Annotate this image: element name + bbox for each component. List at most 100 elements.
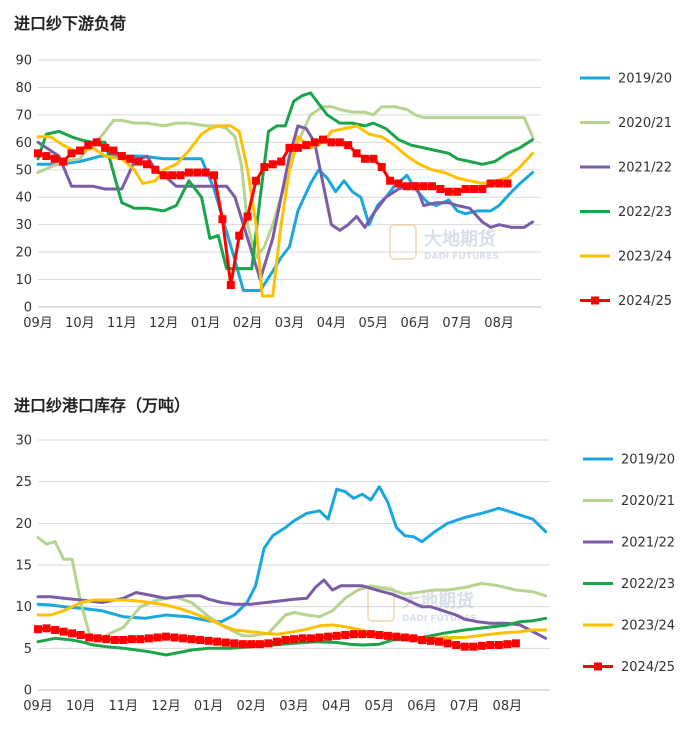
y-tick-label: 15 — [15, 559, 32, 574]
data-point-2024/25 — [319, 135, 328, 144]
x-tick-label: 02月 — [237, 699, 267, 714]
x-tick-label: 01月 — [194, 699, 224, 714]
chart-title-inventory: 进口纱港口库存（万吨） — [14, 396, 191, 415]
x-tick-label: 06月 — [407, 699, 437, 714]
data-point-2024/25 — [51, 626, 60, 634]
svg-text:DADI FUTURES: DADI FUTURES — [402, 614, 477, 624]
y-tick-label: 70 — [15, 108, 32, 123]
data-point-2024/25 — [486, 641, 495, 649]
y-tick-label: 40 — [15, 191, 32, 206]
legend-item: 2021/22 — [583, 536, 675, 551]
data-point-2024/25 — [260, 163, 269, 172]
data-point-2024/25 — [176, 171, 185, 180]
y-tick-label: 30 — [15, 434, 32, 449]
data-point-2024/25 — [75, 146, 84, 155]
data-point-2024/25 — [168, 171, 177, 180]
x-tick-label: 08月 — [493, 699, 523, 714]
data-point-2024/25 — [179, 634, 188, 643]
data-point-2024/25 — [34, 149, 42, 158]
data-point-2024/25 — [85, 633, 94, 642]
data-point-2024/25 — [402, 182, 411, 191]
series-line-2023/24 — [36, 124, 535, 298]
data-point-2024/25 — [315, 633, 324, 642]
data-point-2024/25 — [444, 187, 453, 196]
data-point-2024/25 — [109, 146, 118, 155]
data-point-2024/25 — [238, 640, 247, 649]
data-point-2024/25 — [335, 138, 344, 147]
data-point-2024/25 — [290, 635, 298, 644]
x-tick-label: 02月 — [233, 316, 263, 331]
chart-1: 0 10 20 30 40 50 60 70 80 90 09月 10月 11月 12月 01月 02月 03月… — [15, 54, 672, 332]
data-point-2024/25 — [443, 639, 452, 648]
data-point-2024/25 — [293, 143, 302, 152]
data-point-2024/25 — [42, 152, 51, 161]
data-point-2024/25 — [159, 171, 168, 180]
x-tick-label: 07月 — [442, 316, 472, 331]
data-point-2024/25 — [503, 640, 512, 649]
data-point-2024/25 — [352, 149, 361, 158]
data-point-2024/25 — [332, 631, 341, 640]
legend-label: 2022/23 — [618, 205, 672, 220]
legend-item: 2020/21 — [583, 494, 675, 509]
legend-item: 2023/24 — [583, 619, 675, 634]
legend-item: 2024/25 — [580, 294, 672, 309]
legend-label: 2021/22 — [621, 536, 675, 551]
data-point-2024/25 — [307, 634, 316, 643]
data-point-2024/25 — [84, 141, 93, 150]
data-point-2024/25 — [221, 638, 230, 647]
data-point-2024/25 — [469, 184, 478, 193]
data-point-2024/25 — [277, 157, 286, 166]
x-tick-label: 08月 — [484, 316, 514, 331]
data-point-2024/25 — [469, 642, 478, 651]
data-point-2024/25 — [377, 163, 386, 172]
data-point-2024/25 — [494, 641, 503, 649]
legend-label: 2023/24 — [618, 250, 672, 265]
data-point-2024/25 — [184, 168, 193, 177]
y-tick-label: 50 — [15, 163, 32, 178]
legend: 2019/20 2020/21 2021/22 2022/23 2023/24 2024/… — [583, 453, 675, 675]
data-point-2024/25 — [375, 631, 384, 639]
data-point-2024/25 — [272, 637, 281, 646]
data-point-2024/25 — [369, 154, 378, 163]
y-tick-label: 5 — [24, 642, 32, 657]
series-line-2021/22 — [36, 578, 548, 640]
data-point-2024/25 — [136, 635, 145, 644]
data-point-2024/25 — [400, 633, 409, 642]
data-point-2024/25 — [235, 231, 244, 240]
legend-label: 2022/23 — [621, 577, 675, 592]
series-line-2022/23 — [36, 616, 548, 657]
y-tick-label: 25 — [15, 475, 32, 490]
data-point-2024/25 — [218, 215, 227, 224]
x-tick-label: 05月 — [359, 316, 389, 331]
data-point-2024/25 — [204, 636, 213, 645]
x-tick-label: 01月 — [191, 316, 221, 331]
data-point-2024/25 — [426, 636, 435, 645]
data-point-2024/25 — [67, 149, 76, 158]
data-point-2024/25 — [251, 176, 260, 185]
data-point-2024/25 — [394, 179, 403, 188]
x-tick-label: 04月 — [317, 316, 347, 331]
legend-label: 2024/25 — [618, 294, 672, 309]
data-point-2024/25 — [243, 212, 252, 221]
legend-item: 2023/24 — [580, 250, 672, 265]
y-tick-label: 80 — [15, 81, 32, 96]
x-tick-label: 10月 — [65, 316, 95, 331]
x-tick-label: 11月 — [107, 316, 137, 331]
x-tick-label: 03月 — [279, 699, 309, 714]
data-point-2024/25 — [226, 281, 235, 290]
data-point-2024/25 — [360, 154, 369, 163]
series-line-2021/22 — [36, 124, 535, 282]
legend-item: 2021/22 — [580, 161, 672, 176]
y-tick-label: 10 — [15, 273, 32, 288]
data-point-2024/25 — [460, 642, 469, 651]
data-point-2024/25 — [153, 633, 162, 642]
data-point-2024/25 — [134, 157, 143, 166]
data-point-2024/25 — [162, 632, 170, 641]
data-point-2024/25 — [511, 639, 520, 648]
data-point-2024/25 — [392, 632, 401, 641]
watermark-logo: 大地期货 DADI FUTURES — [389, 224, 499, 262]
data-point-2024/25 — [341, 631, 350, 639]
data-point-2024/25 — [324, 632, 333, 641]
legend-label: 2023/24 — [621, 619, 675, 634]
